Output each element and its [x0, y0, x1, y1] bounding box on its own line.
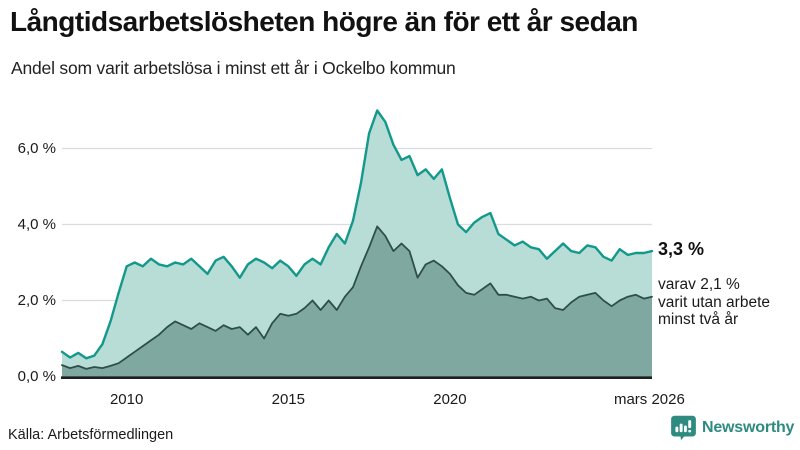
annotation-detail-line: minst två år — [658, 311, 739, 328]
y-tick-label: 0,0 % — [17, 367, 56, 385]
x-tick-label: 2015 — [271, 391, 305, 408]
series-area-two-years — [62, 226, 652, 377]
latest-value-label: 3,3 % — [658, 239, 705, 259]
x-tick-label: 2020 — [433, 391, 467, 408]
newsworthy-logo-icon — [671, 415, 696, 441]
series-line-total — [60, 109, 654, 360]
chart-subtitle: Andel som varit arbetslösa i minst ett å… — [11, 58, 456, 78]
y-tick-label: 2,0 % — [17, 291, 56, 309]
annotation-detail: varav 2,1 % varit utan arbete minst två … — [658, 276, 770, 329]
source-label: Källa: Arbetsförmedlingen — [8, 427, 174, 443]
newsworthy-brand-link[interactable]: Newsworthy — [670, 414, 794, 441]
x-tick-label: 2010 — [109, 391, 144, 408]
series-line-two-years — [61, 225, 653, 370]
y-tick-label: 6,0 % — [17, 139, 56, 157]
chart-title: Långtidsarbetslösheten högre än för ett … — [10, 6, 638, 37]
annotation-detail-line: varit utan arbete — [658, 293, 771, 311]
newsworthy-wordmark: Newsworthy — [702, 418, 795, 436]
annotation-detail-line: varav 2,1 % — [658, 276, 740, 293]
x-tick-label: mars 2026 — [613, 391, 685, 408]
y-tick-label: 4,0 % — [17, 215, 56, 233]
